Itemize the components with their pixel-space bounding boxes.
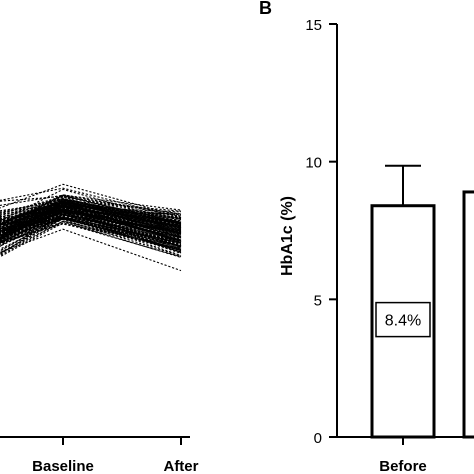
- y-tick-label: 10: [305, 155, 322, 172]
- panel-a-spaghetti-plot: Baseline After: [0, 183, 199, 474]
- bar: [462, 190, 474, 439]
- trajectory-line: [0, 202, 182, 242]
- trajectory-line: [0, 200, 182, 234]
- trajectory-line: [0, 205, 182, 234]
- trajectory-line: [0, 208, 182, 239]
- y-tick-label: 5: [314, 292, 322, 309]
- trajectory-line: [0, 194, 182, 227]
- panel-b-bar-chart: B HbA1c (%) 0 5 10 15 8.4% Before: [259, 0, 474, 474]
- y-tick-label: 0: [314, 430, 322, 447]
- data-label-box: [375, 301, 431, 338]
- trajectory-line: [0, 187, 182, 219]
- trajectory-line: [0, 214, 182, 240]
- trajectory-line: [0, 188, 182, 223]
- panel-a-x-tick-label-baseline: Baseline: [32, 458, 94, 474]
- trajectory-line: [0, 198, 182, 225]
- trajectory-line: [0, 208, 182, 235]
- panel-b-x-tick-label-before: Before: [379, 458, 427, 474]
- panel-b-label: B: [259, 0, 272, 18]
- trajectory-line: [0, 203, 182, 235]
- trajectory-line: [0, 202, 182, 244]
- trajectory-line: [0, 212, 182, 254]
- trajectory-line: [0, 222, 182, 258]
- trajectory-line: [0, 195, 182, 219]
- trajectory-line: [0, 209, 182, 233]
- trajectory-line: [0, 216, 182, 253]
- trajectory-line: [0, 213, 182, 242]
- y-tick-label: 15: [305, 17, 322, 34]
- trajectory-line: [0, 205, 182, 238]
- trajectory-line: [0, 212, 182, 243]
- panel-b-y-ticks: 0 5 10 15: [305, 17, 337, 447]
- trajectory-line: [0, 211, 182, 244]
- trajectory-line: [0, 223, 182, 250]
- trajectory-line: [0, 203, 182, 247]
- trajectory-line: [0, 201, 182, 225]
- trajectory-line: [0, 216, 182, 244]
- trajectory-line: [0, 183, 182, 218]
- panel-b-bars: 8.4%: [370, 164, 474, 439]
- individual-trajectories: [0, 183, 182, 272]
- panel-a-x-tick-label-after: After: [163, 458, 198, 474]
- trajectory-line: [0, 214, 182, 252]
- panel-b-y-axis-label: HbA1c (%): [279, 196, 296, 276]
- trajectory-line: [0, 210, 182, 250]
- trajectory-line: [0, 228, 182, 272]
- trajectory-line: [0, 202, 182, 232]
- data-label: 8.4%: [385, 313, 421, 330]
- trajectory-line: [0, 213, 182, 240]
- trajectory-line: [0, 208, 182, 240]
